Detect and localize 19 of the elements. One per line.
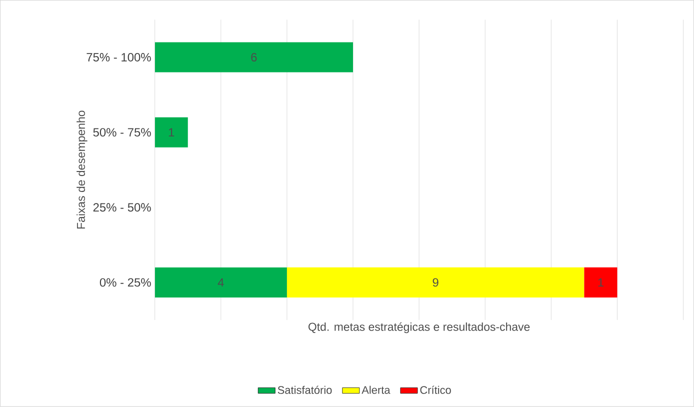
bar: [286, 268, 584, 298]
y-tick-label: 75% - 100%: [86, 53, 151, 62]
y-tick-label: 25% - 50%: [93, 203, 151, 212]
bar: [154, 117, 188, 148]
y-tick-label: 0% - 25%: [100, 278, 151, 287]
x-axis-title: Qtd. metas estratégicas e resultados-chave: [308, 322, 530, 334]
data-label: 4: [218, 278, 224, 287]
legend-label: Satisfatório: [278, 386, 332, 394]
bar: [154, 42, 354, 72]
data-label: 9: [432, 278, 438, 287]
legend-label: Alerta: [362, 386, 390, 394]
bar: [154, 268, 287, 298]
bar: [584, 268, 618, 298]
data-label: 6: [251, 53, 257, 62]
legend-label: Crítico: [420, 386, 451, 394]
data-label: 1: [598, 278, 604, 287]
data-label: 1: [168, 128, 174, 137]
y-axis-title: Faixas de desempenho: [76, 110, 88, 229]
y-tick-label: 50% - 75%: [93, 128, 151, 137]
